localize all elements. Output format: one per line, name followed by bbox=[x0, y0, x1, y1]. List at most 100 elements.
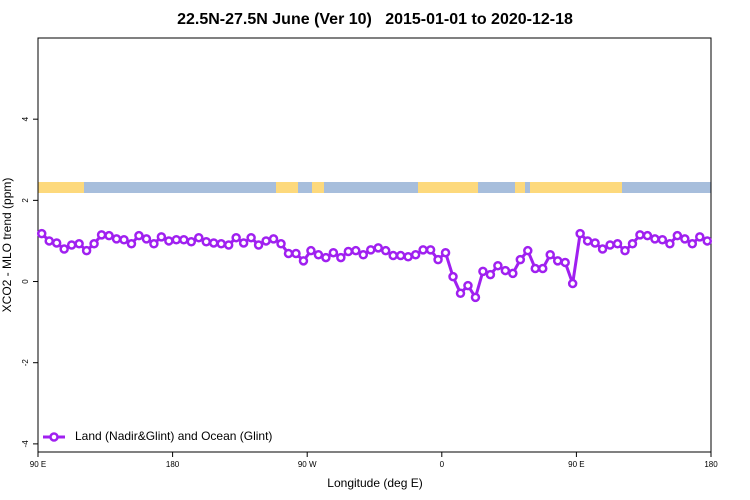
data-point bbox=[620, 245, 630, 256]
data-point bbox=[261, 236, 271, 246]
data-point bbox=[81, 245, 92, 256]
data-point bbox=[208, 238, 219, 248]
data-point bbox=[523, 245, 533, 256]
data-point bbox=[485, 269, 496, 280]
data-point bbox=[223, 240, 234, 250]
data-point bbox=[650, 234, 660, 244]
data-point bbox=[156, 232, 167, 242]
data-point bbox=[433, 254, 443, 265]
data-point bbox=[328, 247, 339, 258]
data-point bbox=[388, 250, 398, 261]
x-tick-label: 90 E bbox=[30, 460, 46, 469]
data-point bbox=[538, 263, 548, 274]
y-tick-label: -2 bbox=[21, 359, 30, 367]
x-axis-label: Longitude (deg E) bbox=[327, 476, 422, 490]
legend-marker bbox=[49, 432, 59, 442]
data-point bbox=[582, 236, 593, 246]
data-point bbox=[238, 238, 249, 248]
x-tick-label: 180 bbox=[704, 460, 718, 469]
data-point bbox=[680, 234, 690, 244]
data-point bbox=[410, 249, 421, 260]
x-tick-label: 180 bbox=[166, 460, 180, 469]
data-point bbox=[552, 256, 563, 266]
data-point bbox=[134, 230, 144, 241]
data-point bbox=[380, 245, 391, 256]
data-point bbox=[194, 232, 204, 243]
data-point bbox=[695, 232, 705, 242]
data-point bbox=[530, 263, 541, 274]
data-point bbox=[149, 239, 159, 249]
data-point bbox=[395, 250, 406, 261]
y-tick-label: -4 bbox=[21, 440, 30, 448]
data-point bbox=[276, 239, 286, 249]
data-point bbox=[665, 239, 675, 249]
data-point bbox=[66, 240, 77, 250]
y-tick-label: 2 bbox=[21, 198, 30, 203]
data-point bbox=[111, 234, 122, 244]
data-point bbox=[448, 271, 458, 282]
data-point bbox=[74, 239, 84, 249]
data-point bbox=[51, 238, 62, 248]
data-point bbox=[96, 230, 107, 240]
y-tick-label: 0 bbox=[21, 279, 30, 284]
data-point bbox=[478, 266, 488, 277]
data-point bbox=[313, 249, 324, 260]
data-point bbox=[171, 234, 182, 245]
data-point bbox=[44, 236, 54, 246]
data-point bbox=[687, 239, 698, 249]
data-point bbox=[36, 228, 47, 239]
data-point bbox=[268, 234, 279, 244]
data-point bbox=[672, 230, 683, 241]
chart-title: 22.5N-27.5N June (Ver 10) 2015-01-01 to … bbox=[177, 11, 573, 28]
data-point bbox=[612, 239, 623, 249]
data-point bbox=[59, 244, 69, 254]
map-strip bbox=[38, 182, 711, 193]
data-point bbox=[164, 236, 174, 246]
data-point bbox=[253, 240, 264, 250]
data-point bbox=[403, 252, 413, 262]
data-point bbox=[283, 248, 294, 259]
y-tick-label: 4 bbox=[21, 116, 30, 121]
x-tick-label: 90 E bbox=[568, 460, 584, 469]
data-point bbox=[635, 230, 645, 240]
data-point bbox=[291, 248, 301, 259]
y-axis-label: XCO2 - MLO trend (ppm) bbox=[0, 178, 14, 313]
data-point bbox=[493, 260, 503, 271]
data-point bbox=[179, 234, 189, 245]
data-point bbox=[597, 244, 608, 254]
data-point bbox=[463, 280, 473, 291]
data-point bbox=[642, 230, 653, 241]
data-point bbox=[321, 252, 331, 263]
data-point bbox=[298, 256, 309, 266]
data-point bbox=[470, 292, 481, 303]
data-point bbox=[373, 243, 383, 253]
data-point bbox=[141, 234, 152, 244]
data-point bbox=[508, 268, 518, 279]
data-point bbox=[440, 247, 451, 258]
data-point bbox=[605, 240, 615, 250]
data-point bbox=[567, 278, 578, 289]
data-point bbox=[358, 249, 369, 260]
data-point bbox=[627, 239, 638, 249]
plot-frame bbox=[37, 37, 712, 453]
data-point bbox=[590, 238, 600, 248]
x-tick-label: 0 bbox=[440, 460, 445, 469]
data-point bbox=[306, 245, 316, 256]
data-point bbox=[126, 239, 137, 249]
data-point bbox=[201, 237, 211, 247]
data-point bbox=[425, 245, 436, 255]
x-tick-label: 90 W bbox=[298, 460, 317, 469]
data-point bbox=[657, 234, 668, 245]
data-point bbox=[336, 252, 346, 263]
data-point bbox=[418, 245, 428, 255]
data-point bbox=[231, 232, 241, 243]
legend-label: Land (Nadir&Glint) and Ocean (Glint) bbox=[75, 429, 272, 443]
data-point bbox=[216, 239, 226, 249]
data-point bbox=[246, 232, 256, 243]
data-point bbox=[455, 288, 466, 299]
data-point bbox=[560, 257, 570, 268]
data-point bbox=[366, 245, 376, 255]
data-point bbox=[186, 237, 197, 247]
data-point bbox=[89, 239, 99, 249]
